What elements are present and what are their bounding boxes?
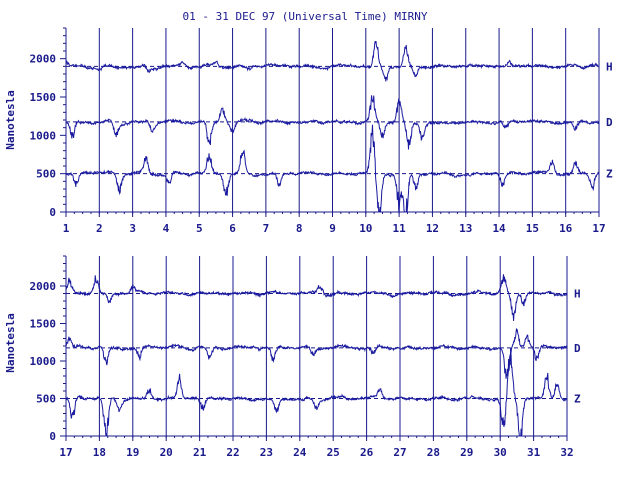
y-tick-label: 1000 xyxy=(30,129,57,142)
x-tick-label: 28 xyxy=(427,446,440,459)
y-tick-label: 0 xyxy=(49,430,56,443)
x-tick-label: 11 xyxy=(393,222,407,235)
x-tick-label: 7 xyxy=(263,222,270,235)
x-tick-label: 16 xyxy=(559,222,573,235)
x-tick-label: 29 xyxy=(460,446,473,459)
x-tick-label: 27 xyxy=(393,446,406,459)
x-tick-label: 13 xyxy=(459,222,472,235)
x-tick-label: 6 xyxy=(229,222,236,235)
y-axis-label: Nanotesla xyxy=(4,313,17,373)
x-tick-label: 32 xyxy=(560,446,573,459)
x-tick-label: 15 xyxy=(526,222,539,235)
x-tick-label: 26 xyxy=(360,446,374,459)
x-tick-label: 25 xyxy=(327,446,340,459)
series-label-z: Z xyxy=(574,393,581,406)
series-label-z: Z xyxy=(606,168,613,181)
y-tick-label: 1500 xyxy=(30,318,57,331)
x-tick-label: 12 xyxy=(426,222,439,235)
panel-dec-17-32: Nanotesla 0 500 1000 1500 2000 17 18 19 20 21 22 2… xyxy=(4,255,581,459)
trace-z xyxy=(65,124,600,213)
y-tick-label: 0 xyxy=(49,206,56,219)
y-tick-label: 1000 xyxy=(30,355,57,368)
x-tick-label: 8 xyxy=(296,222,303,235)
series-label-h: H xyxy=(606,60,613,73)
x-tick-label: 9 xyxy=(329,222,336,235)
x-tick-label: 31 xyxy=(527,446,541,459)
trace-z xyxy=(65,347,568,437)
x-tick-label: 2 xyxy=(96,222,103,235)
x-tick-label: 14 xyxy=(492,222,506,235)
series-label-d: D xyxy=(606,116,613,129)
x-tick-label: 19 xyxy=(126,446,139,459)
x-tick-label: 3 xyxy=(129,222,136,235)
x-tick-label: 21 xyxy=(193,446,207,459)
y-tick-label: 1500 xyxy=(30,91,57,104)
x-tick-label: 30 xyxy=(494,446,507,459)
x-tick-label: 17 xyxy=(592,222,605,235)
x-tick-label: 1 xyxy=(63,222,70,235)
y-axis-label: Nanotesla xyxy=(4,90,17,150)
y-tick-label: 500 xyxy=(36,168,56,181)
trace-d xyxy=(65,95,600,150)
trace-h xyxy=(65,274,568,322)
series-label-h: H xyxy=(574,288,581,301)
trace-h xyxy=(66,41,600,82)
y-tick-label: 2000 xyxy=(30,280,57,293)
x-tick-label: 17 xyxy=(59,446,72,459)
x-tick-label: 24 xyxy=(293,446,307,459)
trace-d xyxy=(65,328,568,379)
x-tick-label: 22 xyxy=(226,446,239,459)
series-label-d: D xyxy=(574,342,581,355)
y-tick-label: 2000 xyxy=(30,53,57,66)
chart-title: 01 - 31 DEC 97 (Universal Time) MIRNY xyxy=(182,10,427,23)
x-tick-label: 5 xyxy=(196,222,203,235)
x-tick-label: 20 xyxy=(160,446,173,459)
x-tick-label: 23 xyxy=(260,446,273,459)
x-tick-label: 10 xyxy=(359,222,372,235)
y-tick-label: 500 xyxy=(36,393,56,406)
x-tick-label: 18 xyxy=(93,446,106,459)
x-tick-label: 4 xyxy=(163,222,170,235)
